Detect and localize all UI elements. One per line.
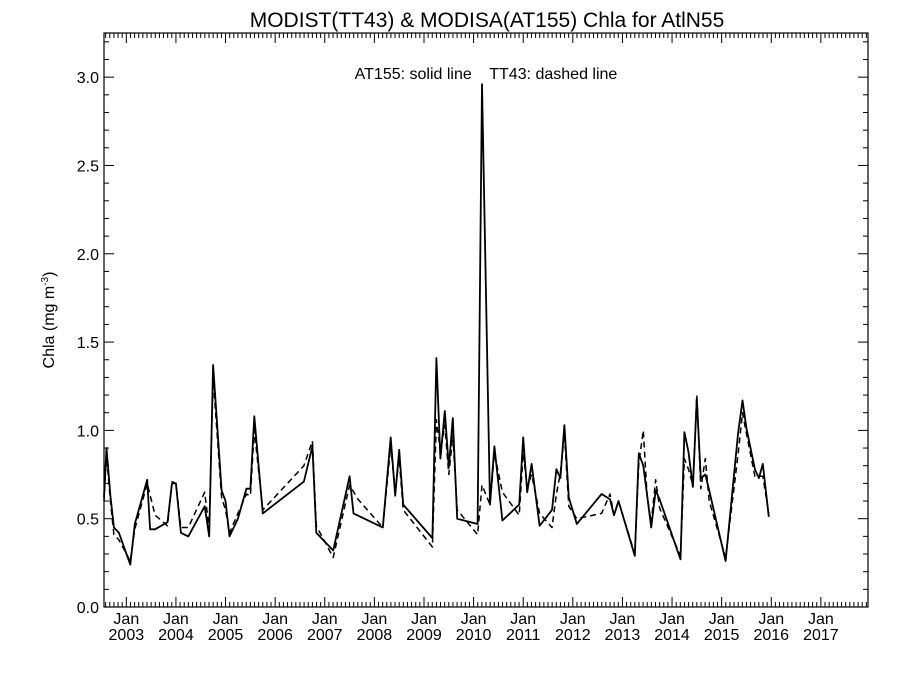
x-tick-year-label: 2009 — [406, 627, 442, 644]
y-axis-label-superscript: -3 — [40, 276, 51, 285]
x-tick-month-label: Jan — [659, 611, 685, 628]
x-tick-month-label: Jan — [709, 611, 735, 628]
y-tick-label: 1.0 — [77, 423, 99, 440]
x-tick-month-label: Jan — [808, 611, 834, 628]
y-tick-label: 0.0 — [77, 600, 99, 617]
y-tick-label: 3.0 — [77, 70, 99, 87]
series-line-tt43 — [103, 376, 770, 562]
x-tick-year-label: 2003 — [109, 627, 145, 644]
plot-area: 0.00.51.01.52.02.53.0Jan2003Jan2004Jan20… — [77, 32, 869, 644]
x-tick-year-label: 2013 — [605, 627, 641, 644]
x-tick-month-label: Jan — [560, 611, 586, 628]
x-tick-year-label: 2007 — [307, 627, 343, 644]
x-tick-year-label: 2005 — [208, 627, 244, 644]
line-style-annotation: AT155: solid line TT43: dashed line — [355, 66, 618, 83]
y-axis-label-text: Chla (mg m — [41, 286, 58, 369]
y-tick-label: 2.5 — [77, 158, 99, 175]
x-tick-month-label: Jan — [312, 611, 338, 628]
x-tick-month-label: Jan — [758, 611, 784, 628]
x-tick-year-label: 2015 — [704, 627, 740, 644]
x-tick-month-label: Jan — [610, 611, 636, 628]
x-tick-month-label: Jan — [411, 611, 437, 628]
y-tick-label: 0.5 — [77, 512, 99, 529]
x-tick-year-label: 2008 — [357, 627, 393, 644]
x-tick-year-label: 2004 — [158, 627, 194, 644]
x-tick-month-label: Jan — [510, 611, 536, 628]
chart-title: MODIST(TT43) & MODISA(AT155) Chla for At… — [250, 9, 725, 32]
x-tick-year-label: 2010 — [456, 627, 492, 644]
y-axis-label: Chla (mg m-3) — [40, 272, 58, 369]
x-tick-year-label: 2016 — [753, 627, 789, 644]
x-tick-year-label: 2011 — [506, 627, 541, 644]
x-tick-year-label: 2017 — [803, 627, 839, 644]
x-tick-year-label: 2012 — [555, 627, 591, 644]
x-tick-year-label: 2006 — [257, 627, 293, 644]
y-axis-label-close: ) — [41, 272, 58, 277]
y-tick-label: 2.0 — [77, 247, 99, 264]
x-tick-year-label: 2014 — [654, 627, 690, 644]
x-tick-month-label: Jan — [361, 611, 387, 628]
x-tick-month-label: Jan — [213, 611, 239, 628]
x-tick-month-label: Jan — [262, 611, 288, 628]
x-tick-month-label: Jan — [461, 611, 487, 628]
x-tick-month-label: Jan — [163, 611, 189, 628]
y-tick-label: 1.5 — [77, 335, 99, 352]
x-tick-month-label: Jan — [113, 611, 139, 628]
